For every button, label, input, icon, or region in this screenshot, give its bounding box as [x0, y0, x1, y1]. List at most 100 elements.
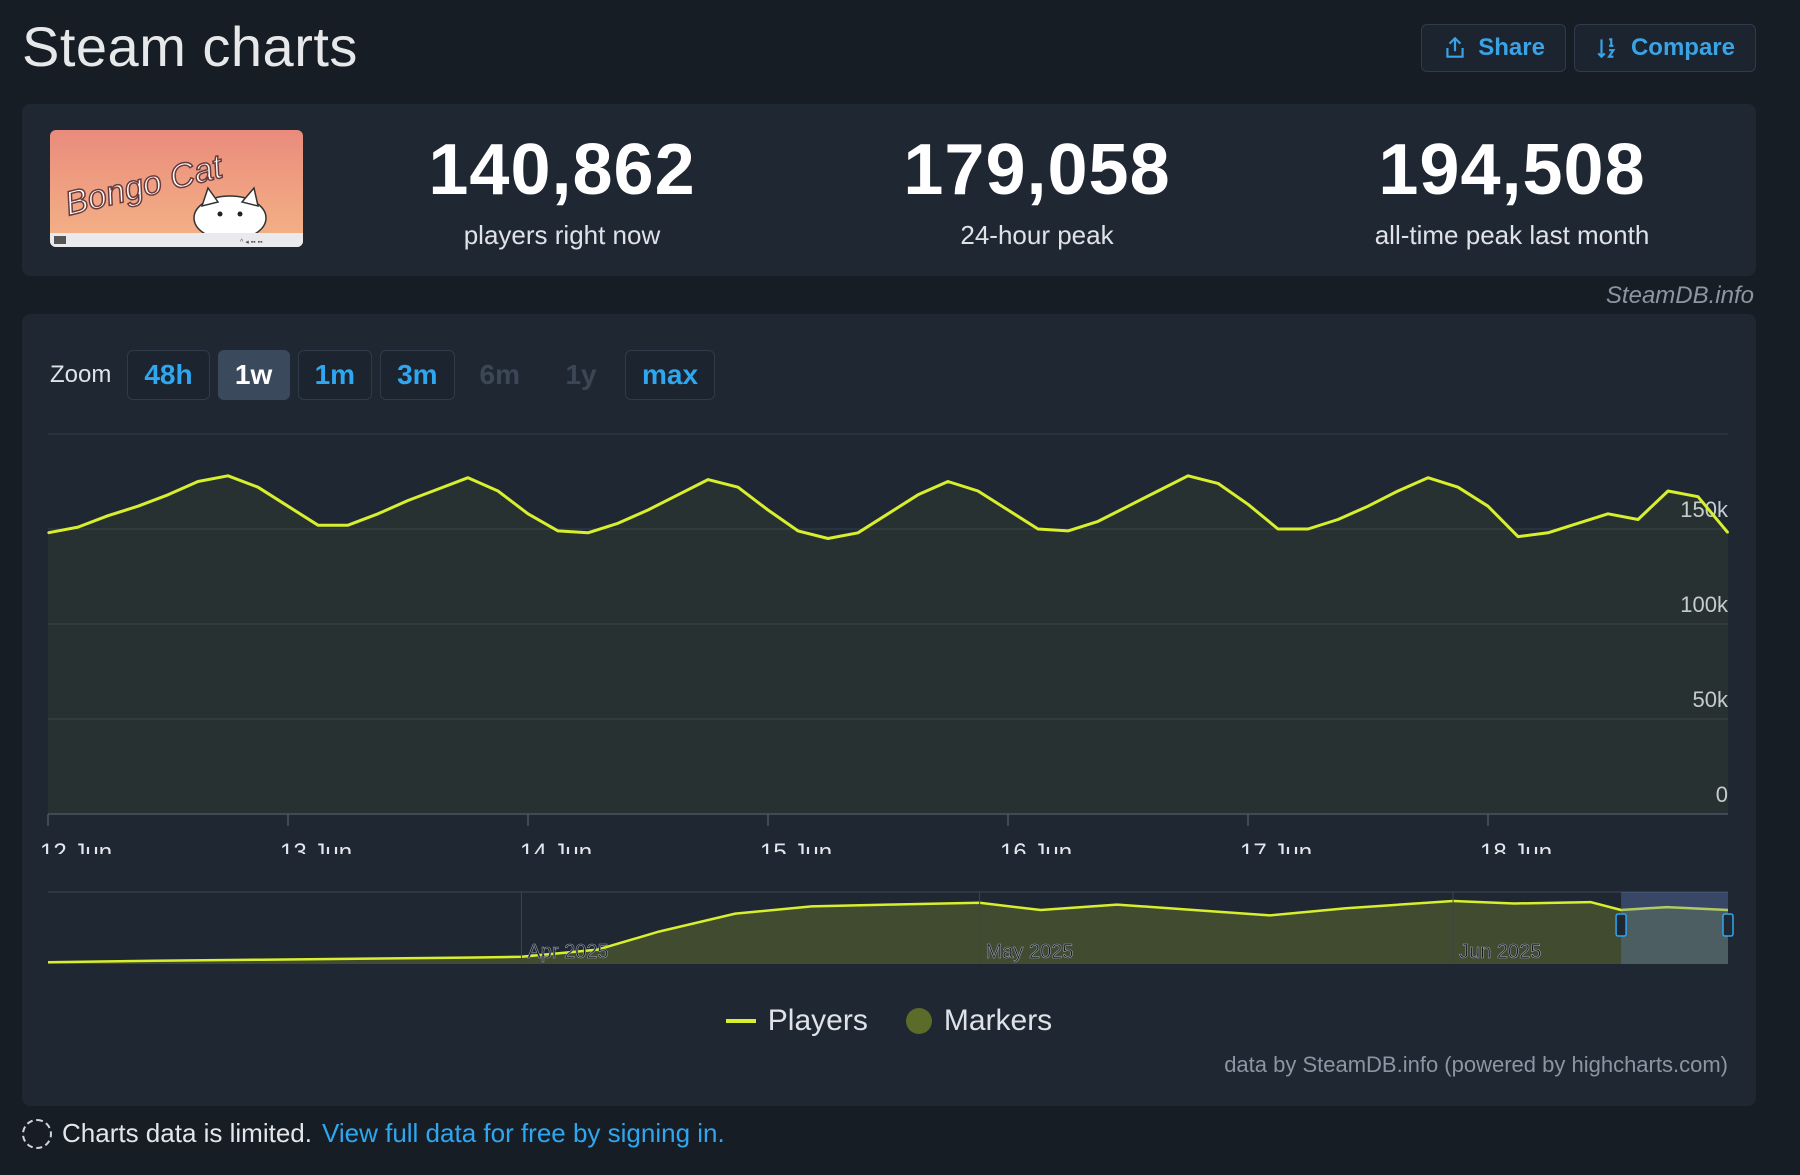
players-chart[interactable]: 0 50k 100k 150k 12 Jun 13 Jun 14 Jun 15 Jun 16 J…: [22, 414, 1756, 854]
current-players-label: players right now: [463, 220, 661, 250]
players-point[interactable]: [47, 532, 49, 534]
players-point[interactable]: [437, 488, 439, 490]
players-point[interactable]: [1457, 486, 1459, 488]
share-icon: [1446, 36, 1464, 58]
navigator-chart[interactable]: Apr 2025 May 2025 Jun 2025: [22, 884, 1756, 994]
peak-24h-value: 179,058: [903, 130, 1171, 210]
players-point[interactable]: [707, 478, 709, 481]
players-point[interactable]: [1247, 503, 1249, 506]
page-title: Steam charts: [22, 15, 358, 78]
players-point[interactable]: [977, 490, 979, 492]
players-point[interactable]: [77, 526, 79, 528]
stat-alltime-peak: 194,508 all-time peak last month: [1302, 134, 1722, 251]
players-point[interactable]: [407, 499, 409, 502]
chart-credits[interactable]: data by SteamDB.info (powered by highcha…: [1224, 1052, 1728, 1077]
players-point[interactable]: [1517, 535, 1519, 538]
players-point[interactable]: [1277, 528, 1279, 530]
legend-markers[interactable]: Markers: [905, 1004, 1053, 1038]
players-point[interactable]: [737, 486, 739, 488]
navigator-selected-range[interactable]: [1621, 892, 1728, 964]
players-point[interactable]: [647, 509, 649, 511]
players-point[interactable]: [1637, 518, 1639, 521]
players-point[interactable]: [1337, 518, 1339, 521]
players-point[interactable]: [1067, 530, 1069, 532]
players-point[interactable]: [527, 513, 529, 515]
players-point[interactable]: [587, 532, 589, 534]
game-thumbnail[interactable]: Bongo Cat ^ ◂ ▪▪ ▪▪: [50, 130, 303, 247]
zoom-1w-button[interactable]: 1w: [217, 350, 290, 400]
zoom-6m-button: 6m: [479, 359, 521, 390]
players-point[interactable]: [677, 494, 679, 496]
players-point[interactable]: [257, 486, 259, 488]
players-point[interactable]: [287, 505, 289, 507]
players-point[interactable]: [1007, 509, 1009, 511]
y-tick-label: 50k: [1693, 687, 1729, 712]
players-point[interactable]: [137, 505, 139, 507]
navigator-tick-label: Jun 2025: [1459, 941, 1541, 963]
data-limited-notice: Charts data is limited. View full data f…: [22, 1118, 725, 1149]
players-point[interactable]: [107, 514, 109, 517]
legend-markers-label: Markers: [943, 1004, 1053, 1037]
players-point[interactable]: [227, 475, 229, 477]
players-point[interactable]: [497, 490, 499, 492]
navigator-handle-right[interactable]: [1722, 913, 1734, 937]
legend-players-label: Players: [767, 1004, 868, 1037]
players-point[interactable]: [1127, 505, 1129, 507]
players-point[interactable]: [1217, 482, 1219, 485]
players-point[interactable]: [317, 524, 319, 526]
share-button[interactable]: Share: [1421, 24, 1566, 72]
players-point[interactable]: [1367, 505, 1369, 507]
players-point[interactable]: [467, 476, 469, 479]
players-point[interactable]: [1697, 495, 1699, 498]
players-point[interactable]: [947, 480, 949, 483]
players-point[interactable]: [1187, 475, 1189, 477]
players-point[interactable]: [167, 494, 169, 496]
navigator-handle-left[interactable]: [1615, 913, 1627, 937]
x-tick-label: 12 Jun: [40, 839, 112, 854]
y-tick-label: 150k: [1680, 497, 1729, 522]
players-point[interactable]: [1547, 532, 1549, 534]
alltime-peak-label: all-time peak last month: [1374, 220, 1650, 250]
markers-dot-swatch: [905, 1008, 932, 1034]
players-point[interactable]: [1667, 490, 1669, 492]
players-point[interactable]: [1427, 476, 1429, 479]
players-point[interactable]: [887, 513, 889, 515]
zoom-1m-button[interactable]: 1m: [297, 350, 373, 400]
x-tick-label: 17 Jun: [1240, 839, 1312, 854]
stat-current-players: 140,862 players right now: [352, 134, 772, 251]
players-point[interactable]: [1727, 532, 1729, 534]
zoom-48h-button[interactable]: 48h: [127, 350, 210, 400]
players-point[interactable]: [857, 532, 859, 534]
x-tick-label: 15 Jun: [760, 839, 832, 854]
players-point[interactable]: [1397, 490, 1399, 492]
players-point[interactable]: [1157, 490, 1159, 492]
peak-24h-label: 24-hour peak: [960, 220, 1114, 250]
compare-button[interactable]: Compare: [1573, 24, 1756, 72]
zoom-max-button[interactable]: max: [625, 350, 716, 400]
players-point[interactable]: [617, 522, 619, 525]
players-point[interactable]: [1577, 522, 1579, 525]
chart-legend: Players Markers: [22, 1004, 1756, 1038]
zoom-1y-button: 1y: [565, 359, 597, 390]
players-point[interactable]: [1097, 520, 1099, 523]
players-point[interactable]: [827, 537, 829, 540]
zoom-3m-button[interactable]: 3m: [380, 350, 455, 400]
navigator-tick-label: Apr 2025: [527, 941, 608, 963]
players-line-swatch: [725, 1019, 756, 1023]
players-point[interactable]: [557, 530, 559, 532]
players-point[interactable]: [197, 480, 199, 483]
players-point[interactable]: [1307, 528, 1309, 530]
players-point[interactable]: [347, 524, 349, 526]
players-point[interactable]: [1487, 505, 1489, 507]
players-point[interactable]: [917, 494, 919, 496]
players-point[interactable]: [1607, 513, 1609, 515]
legend-players[interactable]: Players: [725, 1004, 868, 1038]
sign-in-link[interactable]: View full data for free by signing in.: [321, 1118, 725, 1148]
players-point[interactable]: [1037, 528, 1039, 530]
players-point[interactable]: [767, 509, 769, 511]
steamdb-watermark[interactable]: SteamDB.info: [1605, 282, 1754, 309]
players-area-fill: [48, 475, 1728, 814]
players-point[interactable]: [797, 530, 799, 532]
players-point[interactable]: [377, 513, 379, 515]
top-actions: Share Compare: [1421, 24, 1756, 72]
